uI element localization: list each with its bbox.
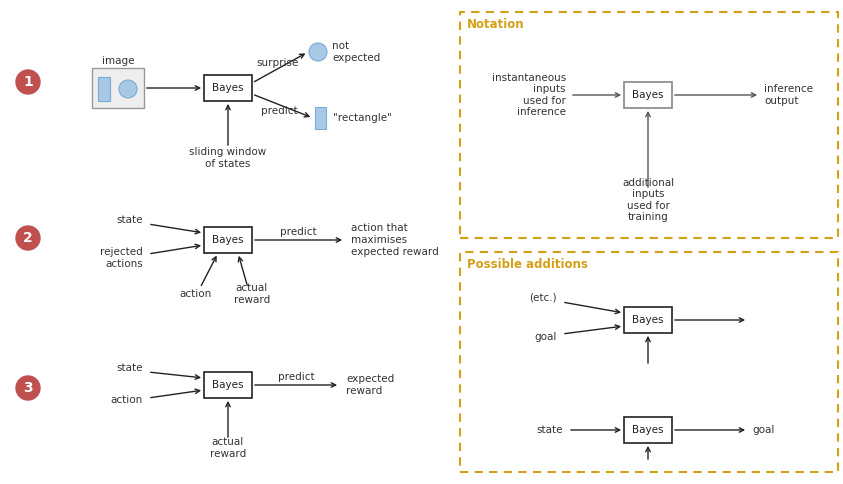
- Text: 3: 3: [24, 381, 33, 395]
- Bar: [204, 227, 252, 253]
- Text: Bayes: Bayes: [632, 90, 663, 100]
- Text: predict: predict: [277, 372, 314, 382]
- Text: inference
output: inference output: [764, 84, 813, 106]
- Bar: [460, 252, 838, 472]
- Text: Possible additions: Possible additions: [467, 258, 588, 271]
- Bar: [92, 68, 144, 108]
- Text: actual
reward: actual reward: [234, 283, 270, 305]
- Text: predict: predict: [280, 227, 317, 237]
- Text: instantaneous
inputs
used for
inference: instantaneous inputs used for inference: [491, 73, 566, 118]
- Text: rejected
actions: rejected actions: [100, 247, 143, 269]
- Circle shape: [119, 80, 137, 98]
- Text: not
expected: not expected: [332, 41, 380, 63]
- Bar: [204, 372, 252, 398]
- Text: "rectangle": "rectangle": [333, 113, 392, 123]
- Text: action that
maximises
expected reward: action that maximises expected reward: [351, 224, 438, 257]
- Text: sliding window
of states: sliding window of states: [190, 147, 266, 169]
- Text: state: state: [536, 425, 563, 435]
- Text: image: image: [102, 56, 134, 66]
- Circle shape: [16, 376, 40, 400]
- Circle shape: [309, 43, 327, 61]
- Text: goal: goal: [752, 425, 775, 435]
- Text: (etc.): (etc.): [529, 293, 557, 303]
- Text: Bayes: Bayes: [212, 83, 244, 93]
- Bar: [460, 12, 838, 238]
- Text: Bayes: Bayes: [632, 315, 663, 325]
- Bar: [98, 77, 110, 101]
- Bar: [204, 75, 252, 101]
- Text: additional
inputs
used for
training: additional inputs used for training: [622, 178, 674, 223]
- Text: 2: 2: [23, 231, 33, 245]
- Text: action: action: [180, 289, 212, 299]
- Text: expected
reward: expected reward: [346, 374, 395, 396]
- Bar: [624, 82, 672, 108]
- Text: surprise: surprise: [257, 59, 299, 69]
- Text: goal: goal: [534, 332, 557, 342]
- Circle shape: [16, 226, 40, 250]
- Circle shape: [16, 70, 40, 94]
- Text: action: action: [110, 395, 143, 405]
- Text: 1: 1: [23, 75, 33, 89]
- Bar: [624, 417, 672, 443]
- Text: actual
reward: actual reward: [210, 437, 246, 459]
- Text: predict: predict: [261, 106, 298, 116]
- Bar: [624, 307, 672, 333]
- Text: Notation: Notation: [467, 18, 524, 31]
- Text: state: state: [116, 215, 143, 225]
- Bar: [315, 107, 326, 129]
- Text: Bayes: Bayes: [212, 380, 244, 390]
- Text: Bayes: Bayes: [632, 425, 663, 435]
- Text: Bayes: Bayes: [212, 235, 244, 245]
- Text: state: state: [116, 363, 143, 373]
